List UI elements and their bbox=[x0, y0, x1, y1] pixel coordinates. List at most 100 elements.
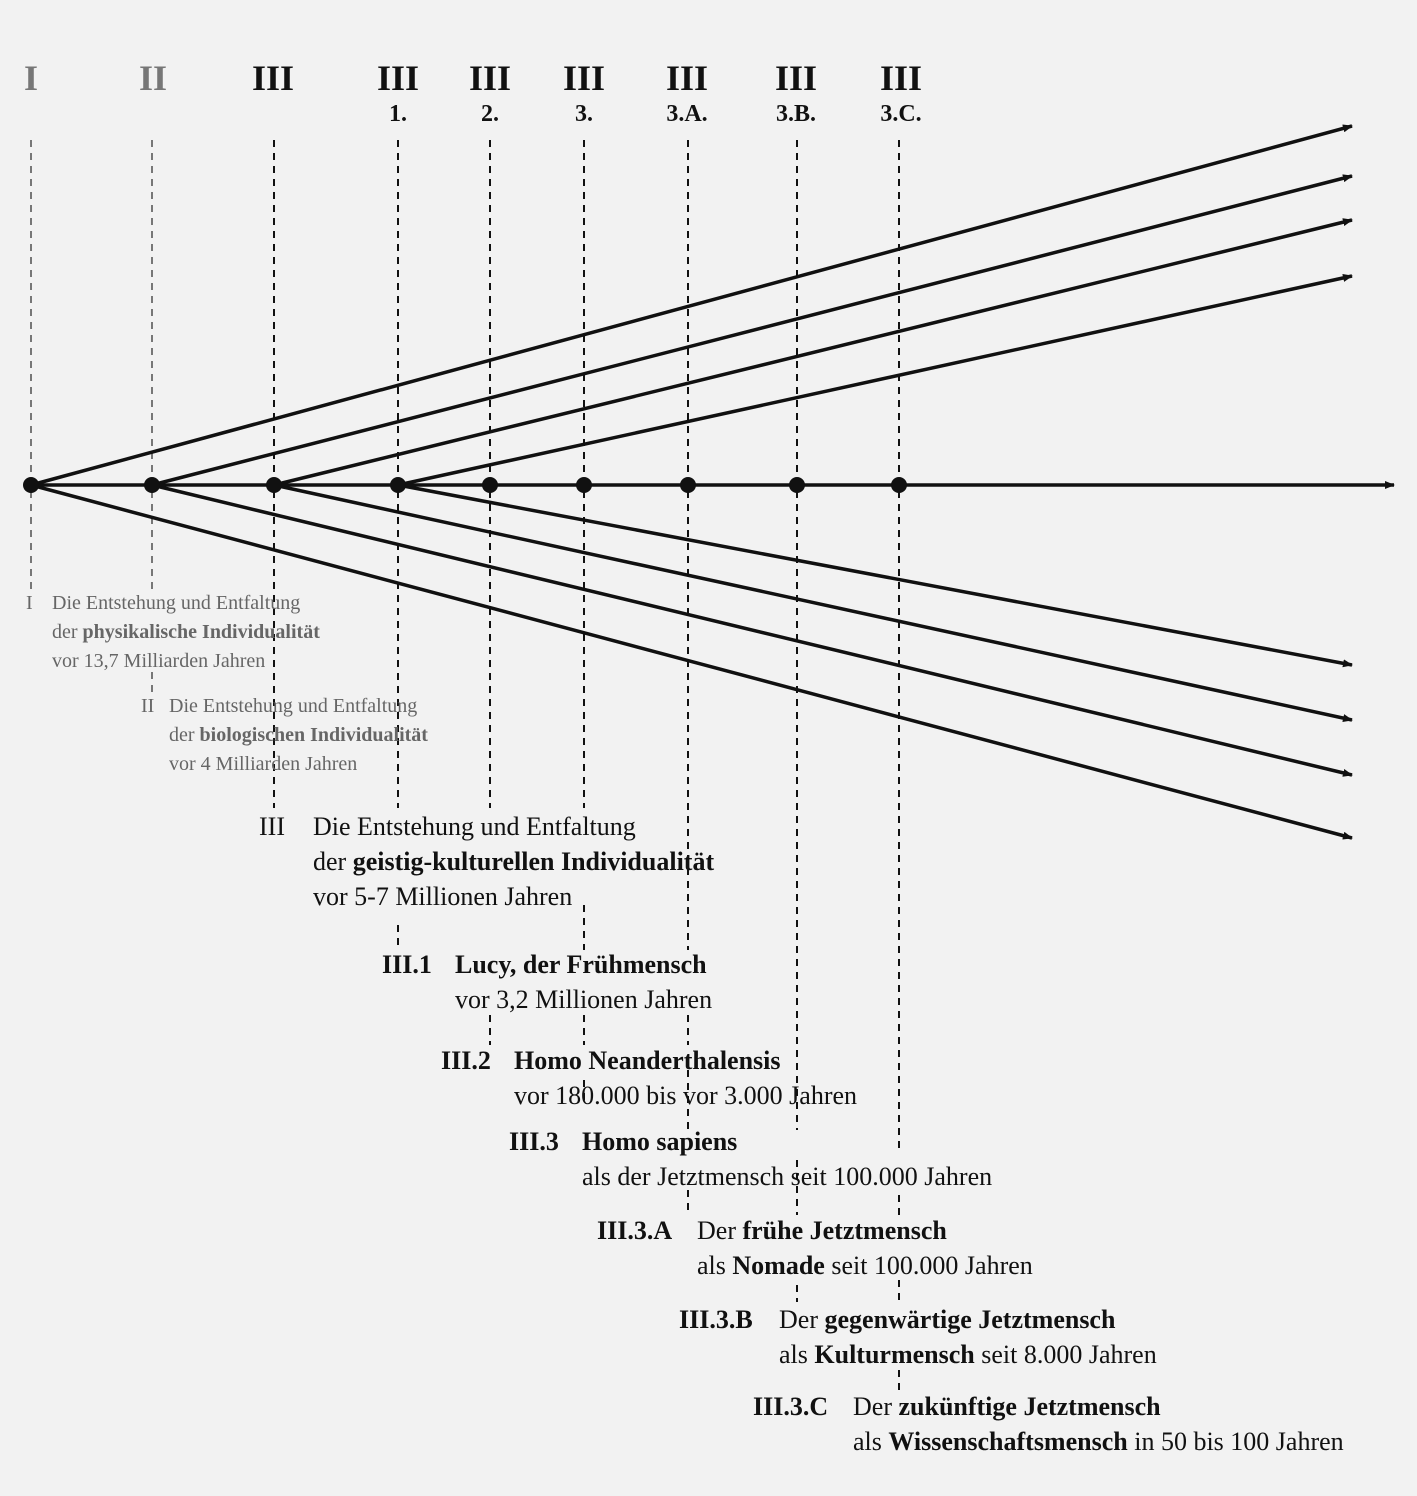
header-III-3B-sub: 3.B. bbox=[775, 101, 816, 127]
label-III-3C-line2-bold: Wissenschaftsmensch bbox=[888, 1427, 1128, 1456]
label-III-3A-line1-bold: frühe Jetztmensch bbox=[742, 1216, 947, 1245]
label-I-line2: der physikalische Individualität bbox=[52, 618, 320, 647]
node-I bbox=[23, 477, 39, 493]
label-III-2-tag: III.2 bbox=[441, 1046, 491, 1075]
label-III-line2-pre: der bbox=[313, 847, 353, 876]
label-II-line2: der biologischen Individualität bbox=[169, 721, 428, 750]
label-III-3C-line1-pre: Der bbox=[853, 1392, 899, 1421]
label-II-tag: II bbox=[141, 695, 155, 717]
header-III-3A-roman: III bbox=[665, 58, 709, 98]
label-III-3B-line2-bold: Kulturmensch bbox=[814, 1340, 975, 1369]
label-II-line2-pre: der bbox=[169, 724, 200, 746]
label-III-3A-line2-bold: Nomade bbox=[732, 1251, 825, 1280]
header-III-3A-sub: 3.A. bbox=[666, 101, 708, 127]
label-II-line3: vor 4 Milliarden Jahren bbox=[169, 753, 358, 775]
label-III-2-line1-bold: Homo Neanderthalensis bbox=[514, 1046, 781, 1075]
ray-up-from-I bbox=[30, 124, 1353, 487]
label-III-3-line1: Homo sapiens bbox=[582, 1124, 992, 1159]
label-III-line2-bold: geistig-kulturellen Individualität bbox=[352, 847, 715, 876]
label-III: III Die Entstehung und Entfaltung der ge… bbox=[259, 809, 714, 914]
label-III-3A-line2-post: seit 100.000 Jahren bbox=[824, 1251, 1033, 1280]
label-III-3A-line1-pre: Der bbox=[697, 1216, 743, 1245]
header-III-3B-roman: III bbox=[774, 58, 818, 98]
label-III-3B-line2: als Kulturmensch seit 8.000 Jahren bbox=[779, 1337, 1157, 1372]
header-III: III bbox=[213, 60, 333, 96]
label-III-tag: III bbox=[259, 812, 285, 841]
header-III-3B: III 3.B. bbox=[736, 60, 856, 126]
ray-down-from-III-1 bbox=[397, 483, 1353, 668]
label-III-1-line2: vor 3,2 Millionen Jahren bbox=[455, 985, 713, 1014]
label-III-3B-line1: Der gegenwärtige Jetztmensch bbox=[779, 1302, 1157, 1337]
label-III-3A-tag: III.3.A bbox=[597, 1216, 673, 1245]
node-III-3C bbox=[891, 477, 907, 493]
label-III-3B-line2-post: seit 8.000 Jahren bbox=[974, 1340, 1157, 1369]
header-I-roman: I bbox=[23, 58, 38, 98]
label-III-3-tag: III.3 bbox=[509, 1127, 559, 1156]
header-III-2: III 2. bbox=[430, 60, 550, 126]
label-II-line1: Die Entstehung und Entfaltung bbox=[169, 695, 418, 717]
header-III-3C: III 3.C. bbox=[841, 60, 961, 126]
label-I-line3: vor 13,7 Milliarden Jahren bbox=[52, 650, 266, 672]
label-III-1-line1-bold: Lucy, der Frühmensch bbox=[455, 950, 707, 979]
label-III-3A-line2: als Nomade seit 100.000 Jahren bbox=[697, 1248, 1033, 1283]
header-III-3A: III 3.A. bbox=[627, 60, 747, 126]
label-III-3B-line2-pre: als bbox=[779, 1340, 815, 1369]
header-III-1: III 1. bbox=[338, 60, 458, 126]
node-III bbox=[266, 477, 282, 493]
header-III-3: III 3. bbox=[524, 60, 644, 126]
node-II bbox=[144, 477, 160, 493]
label-III-3B-line1-pre: Der bbox=[779, 1305, 825, 1334]
label-III-3C-line2-post: in 50 bis 100 Jahren bbox=[1127, 1427, 1344, 1456]
header-III-3-sub: 3. bbox=[575, 101, 593, 127]
label-II: II Die Entstehung und Entfaltung der bio… bbox=[141, 692, 428, 779]
label-III-line1: Die Entstehung und Entfaltung bbox=[313, 812, 636, 841]
label-III-line3: vor 5-7 Millionen Jahren bbox=[313, 882, 573, 911]
node-III-2 bbox=[482, 477, 498, 493]
ray-down-from-II bbox=[151, 483, 1353, 777]
header-III-2-roman: III bbox=[468, 58, 512, 98]
label-I-line2-bold: physikalische Individualität bbox=[82, 621, 320, 643]
label-III-3B-line1-bold: gegenwärtige Jetztmensch bbox=[824, 1305, 1116, 1334]
label-III-3-line1-bold: Homo sapiens bbox=[582, 1127, 738, 1156]
ray-up-from-III-1 bbox=[397, 274, 1353, 487]
label-I-line2-pre: der bbox=[52, 621, 83, 643]
node-III-3A bbox=[680, 477, 696, 493]
label-I-tag: I bbox=[26, 592, 33, 614]
ray-up-from-III bbox=[273, 218, 1353, 487]
label-III-3C-line1-bold: zukünftige Jetztmensch bbox=[898, 1392, 1161, 1421]
ray-down-from-III bbox=[273, 483, 1353, 722]
header-III-1-roman: III bbox=[376, 58, 420, 98]
header-II: II bbox=[93, 60, 213, 96]
node-III-1 bbox=[390, 477, 406, 493]
label-III-3: III.3 Homo sapiens als der Jetztmensch s… bbox=[509, 1124, 993, 1194]
label-III-3B: III.3.B Der gegenwärtige Jetztmensch als… bbox=[679, 1302, 1157, 1372]
node-III-3B bbox=[789, 477, 805, 493]
label-II-line2-bold: biologischen Individualität bbox=[199, 724, 428, 746]
header-III-2-sub: 2. bbox=[481, 101, 499, 127]
label-III-3A-line1: Der frühe Jetztmensch bbox=[697, 1213, 1033, 1248]
header-III-roman: III bbox=[251, 58, 295, 98]
node-III-3 bbox=[576, 477, 592, 493]
label-I: I Die Entstehung und Entfaltung der phys… bbox=[26, 589, 320, 676]
label-III-3A-line2-pre: als bbox=[697, 1251, 733, 1280]
ray-up-from-II bbox=[151, 174, 1353, 487]
header-III-3C-roman: III bbox=[879, 58, 923, 98]
ray-down-from-I bbox=[30, 483, 1353, 840]
label-III-3C-line2: als Wissenschaftsmensch in 50 bis 100 Ja… bbox=[853, 1424, 1344, 1459]
label-III-2: III.2 Homo Neanderthalensis vor 180.000 … bbox=[441, 1043, 858, 1113]
label-III-line2: der geistig-kulturellen Individualität bbox=[313, 844, 714, 879]
header-III-3C-sub: 3.C. bbox=[880, 101, 922, 127]
header-III-3-roman: III bbox=[562, 58, 606, 98]
label-III-3-line2: als der Jetztmensch seit 100.000 Jahren bbox=[582, 1162, 993, 1191]
label-III-2-line1: Homo Neanderthalensis bbox=[514, 1043, 857, 1078]
label-III-1: III.1 Lucy, der Frühmensch vor 3,2 Milli… bbox=[382, 947, 713, 1017]
label-III-3C-line1: Der zukünftige Jetztmensch bbox=[853, 1389, 1344, 1424]
label-III-3C-tag: III.3.C bbox=[753, 1392, 829, 1421]
label-III-3C-line2-pre: als bbox=[853, 1427, 889, 1456]
header-II-roman: II bbox=[138, 58, 168, 98]
header-I: I bbox=[0, 60, 91, 96]
label-III-2-line2: vor 180.000 bis vor 3.000 Jahren bbox=[514, 1081, 858, 1110]
label-III-1-tag: III.1 bbox=[382, 950, 432, 979]
